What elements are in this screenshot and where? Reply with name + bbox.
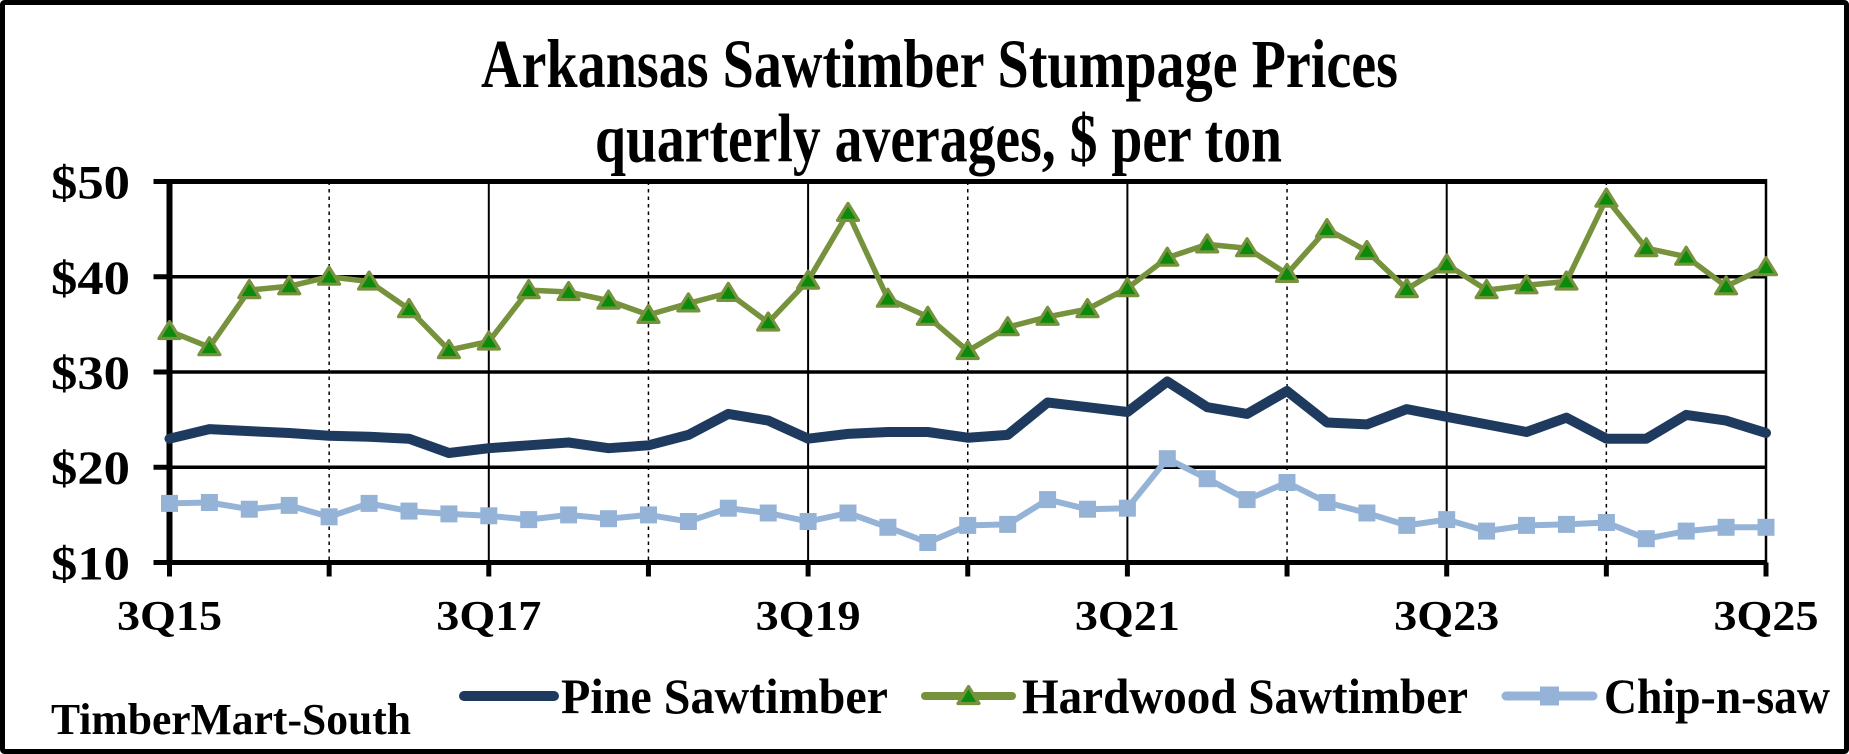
svg-text:3Q21: 3Q21: [1075, 594, 1180, 640]
svg-text:Arkansas Sawtimber Stumpage Pr: Arkansas Sawtimber Stumpage Prices: [481, 26, 1398, 102]
svg-text:Pine Sawtimber: Pine Sawtimber: [561, 668, 888, 724]
svg-text:3Q15: 3Q15: [117, 594, 222, 640]
svg-text:3Q25: 3Q25: [1714, 594, 1819, 640]
svg-text:$20: $20: [51, 442, 130, 495]
svg-text:$50: $50: [51, 157, 130, 210]
svg-text:$30: $30: [51, 347, 130, 400]
svg-text:$40: $40: [51, 252, 130, 305]
svg-text:TimberMart-South: TimberMart-South: [51, 695, 411, 744]
svg-text:$10: $10: [51, 538, 130, 591]
svg-text:Chip-n-saw: Chip-n-saw: [1604, 668, 1830, 724]
svg-text:Hardwood Sawtimber: Hardwood Sawtimber: [1022, 668, 1468, 724]
svg-text:quarterly averages, $ per ton: quarterly averages, $ per ton: [595, 101, 1282, 177]
svg-text:3Q17: 3Q17: [436, 594, 541, 640]
svg-text:3Q19: 3Q19: [756, 594, 861, 640]
svg-text:3Q23: 3Q23: [1394, 594, 1499, 640]
